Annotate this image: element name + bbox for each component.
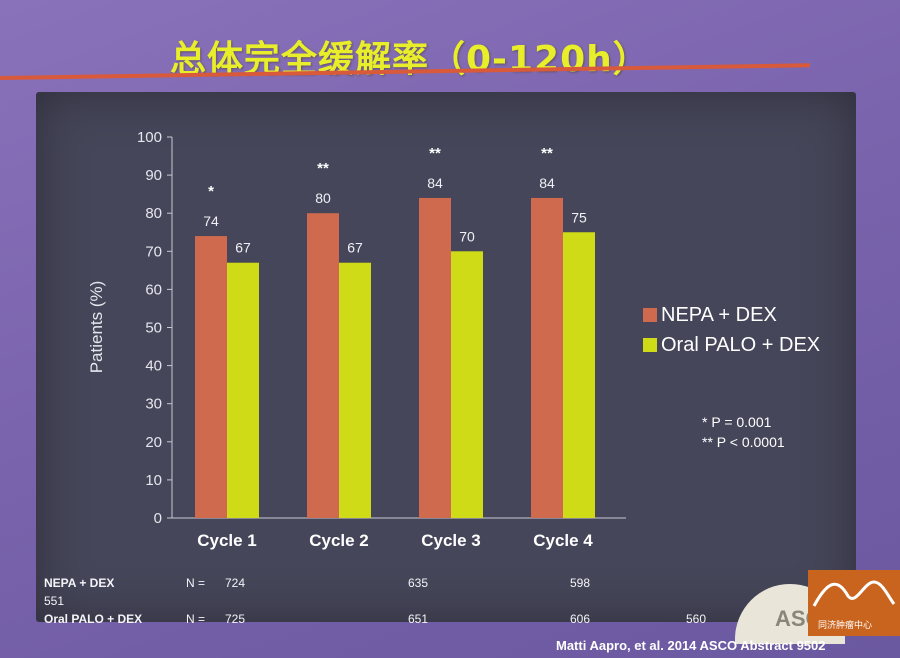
legend-swatch-palo: [643, 338, 657, 352]
citation: Matti Aapro, et al. 2014 ASCO Abstract 9…: [556, 638, 826, 653]
data-label-nepa-cycle2: 80: [315, 190, 331, 206]
bar-palo-cycle1: [227, 262, 259, 518]
y-tick-label: 70: [145, 243, 162, 260]
bar-nepa-cycle3: [419, 197, 451, 518]
data-label-palo-cycle4: 75: [571, 209, 587, 225]
y-tick-label: 90: [145, 167, 162, 184]
y-tick-label: 40: [145, 358, 162, 375]
significance-marker-cycle2: **: [317, 160, 329, 177]
y-tick-label: 0: [154, 510, 162, 527]
legend-item-palo: Oral PALO + DEX: [643, 330, 820, 360]
significance-marker-cycle1: *: [208, 183, 214, 200]
bar-nepa-cycle2: [307, 213, 339, 518]
x-category-label: Cycle 2: [309, 531, 369, 550]
legend-label-nepa: NEPA + DEX: [661, 303, 777, 326]
significance-marker-cycle3: **: [429, 145, 441, 162]
x-category-label: Cycle 1: [197, 531, 257, 550]
y-axis: 0 10 20 30 40 50 60 70 80 90 100: [137, 129, 626, 527]
p-value-note-single: * P = 0.001: [702, 414, 772, 430]
bar-nepa-cycle1: [195, 236, 227, 518]
x-axis-categories: Cycle 1 Cycle 2 Cycle 3 Cycle 4: [197, 531, 593, 550]
corner-logo: 同济肿瘤中心: [808, 570, 900, 636]
bars: [195, 197, 595, 519]
bar-palo-cycle4: [563, 232, 595, 518]
significance-marker-cycle4: **: [541, 145, 553, 162]
legend-label-palo: Oral PALO + DEX: [661, 333, 821, 356]
data-labels: 74 * 67 80 ** 67 84 ** 70 84 ** 75: [203, 145, 587, 256]
bar-palo-cycle3: [451, 251, 483, 519]
bar-nepa-cycle4: [531, 197, 563, 518]
y-tick-label: 20: [145, 434, 162, 451]
bar-palo-cycle2: [339, 262, 371, 518]
mountain-icon: [812, 580, 896, 607]
y-tick-label: 30: [145, 396, 162, 413]
p-value-note-double: ** P < 0.0001: [702, 434, 785, 450]
data-label-palo-cycle3: 70: [459, 228, 475, 244]
legend-item-nepa: NEPA + DEX: [643, 300, 820, 330]
data-label-nepa-cycle3: 84: [427, 175, 443, 191]
p-value-notes: * P = 0.001 ** P < 0.0001: [702, 412, 785, 452]
x-category-label: Cycle 3: [421, 531, 481, 550]
data-label-nepa-cycle1: 74: [203, 213, 219, 229]
data-label-nepa-cycle4: 84: [539, 175, 555, 191]
legend: NEPA + DEX Oral PALO + DEX: [643, 300, 820, 360]
y-tick-label: 80: [145, 205, 162, 222]
chart-panel: 0 10 20 30 40 50 60 70 80 90 100 74 * 67 80 ** 67 84 ** 70…: [36, 92, 856, 622]
y-tick-label: 50: [145, 320, 162, 337]
data-label-palo-cycle1: 67: [235, 240, 251, 256]
data-label-palo-cycle2: 67: [347, 240, 363, 256]
y-tick-label: 60: [145, 281, 162, 298]
corner-logo-text: 同济肿瘤中心: [818, 621, 873, 631]
x-category-label: Cycle 4: [533, 531, 593, 550]
y-tick-label: 10: [145, 472, 162, 489]
bar-chart: 0 10 20 30 40 50 60 70 80 90 100 74 * 67 80 ** 67 84 ** 70…: [87, 129, 626, 550]
y-axis-label: Patients (%): [87, 281, 106, 374]
y-tick-label: 100: [137, 129, 162, 146]
legend-swatch-nepa: [643, 308, 657, 322]
